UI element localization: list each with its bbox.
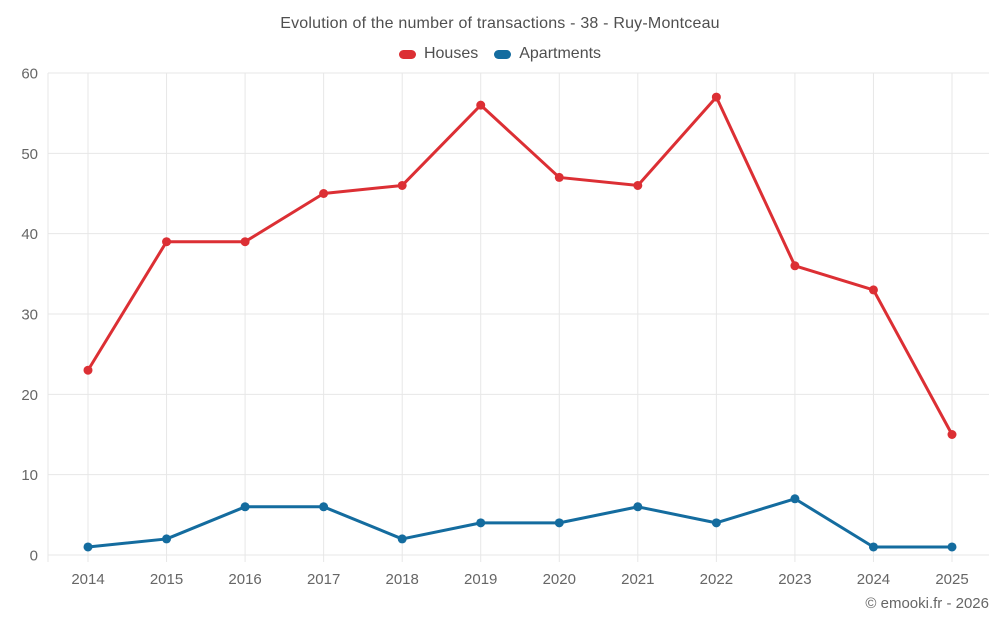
legend-item-houses[interactable]: Houses xyxy=(398,45,479,63)
x-axis-labels: 2014 2015 2016 2017 2018 2019 2020 2021 2022 2023… xyxy=(71,571,968,588)
data-point-houses-2015[interactable] xyxy=(162,237,172,247)
y-tick-label: 20 xyxy=(21,387,38,404)
houses-series-swatch xyxy=(398,49,416,59)
data-point-houses-2017[interactable] xyxy=(319,189,329,198)
watermark-credit: © emooki.fr - 2026 xyxy=(865,595,989,612)
data-point-houses-2021[interactable] xyxy=(633,180,643,190)
x-tick-label: 2022 xyxy=(700,571,733,588)
series-line-apartments xyxy=(86,497,954,549)
y-gridlines xyxy=(48,72,989,556)
series-line-houses xyxy=(86,95,954,436)
x-tick-label: 2019 xyxy=(464,571,497,588)
x-tick-label: 2025 xyxy=(935,571,968,588)
data-point-houses-2019[interactable] xyxy=(476,100,486,110)
y-axis-labels: 0 10 20 30 40 50 60 xyxy=(21,66,38,565)
chart-title: Evolution of the number of transactions … xyxy=(280,15,720,32)
data-point-apartments-2024[interactable] xyxy=(868,542,878,552)
x-tick-label: 2015 xyxy=(150,571,183,588)
series-apartments xyxy=(83,494,957,552)
apartments-series-swatch xyxy=(494,49,512,59)
x-tick-label: 2014 xyxy=(71,571,104,588)
y-tick-label: 50 xyxy=(21,146,38,163)
data-point-apartments-2023[interactable] xyxy=(790,494,800,504)
x-gridlines xyxy=(47,73,953,562)
data-point-houses-2024[interactable] xyxy=(868,285,878,295)
data-point-apartments-2017[interactable] xyxy=(319,502,329,512)
series-houses xyxy=(83,92,957,439)
legend-label-apartments: Apartments xyxy=(519,45,602,62)
x-tick-label: 2020 xyxy=(543,571,576,588)
data-point-apartments-2016[interactable] xyxy=(240,502,250,512)
y-tick-label: 30 xyxy=(21,307,38,324)
data-point-houses-2020[interactable] xyxy=(554,172,564,182)
data-point-houses-2022[interactable] xyxy=(711,92,721,102)
data-point-houses-2025[interactable] xyxy=(947,430,957,439)
x-tick-label: 2018 xyxy=(385,571,418,588)
legend-label-houses: Houses xyxy=(423,45,479,62)
data-point-apartments-2022[interactable] xyxy=(711,518,721,528)
data-point-apartments-2018[interactable] xyxy=(397,534,407,544)
legend-item-apartments[interactable]: Apartments xyxy=(494,45,601,63)
legend: Houses Apartments xyxy=(0,45,1000,63)
data-point-apartments-2021[interactable] xyxy=(633,502,643,512)
y-tick-label: 10 xyxy=(21,467,38,484)
data-point-houses-2023[interactable] xyxy=(790,261,800,271)
y-tick-label: 60 xyxy=(21,66,38,83)
x-tick-label: 2023 xyxy=(778,571,811,588)
data-point-apartments-2020[interactable] xyxy=(554,518,564,528)
data-point-houses-2018[interactable] xyxy=(397,180,407,190)
x-tick-label: 2017 xyxy=(307,571,340,588)
data-point-apartments-2014[interactable] xyxy=(83,542,93,552)
data-point-apartments-2019[interactable] xyxy=(476,518,486,528)
data-point-houses-2016[interactable] xyxy=(240,237,250,247)
y-tick-label: 40 xyxy=(21,226,38,243)
data-point-apartments-2015[interactable] xyxy=(162,534,172,544)
x-tick-label: 2024 xyxy=(857,571,890,588)
x-tick-label: 2021 xyxy=(621,571,654,588)
data-point-houses-2014[interactable] xyxy=(83,365,93,375)
data-point-apartments-2025[interactable] xyxy=(947,542,957,552)
x-tick-label: 2016 xyxy=(228,571,261,588)
y-tick-label: 0 xyxy=(30,548,38,565)
